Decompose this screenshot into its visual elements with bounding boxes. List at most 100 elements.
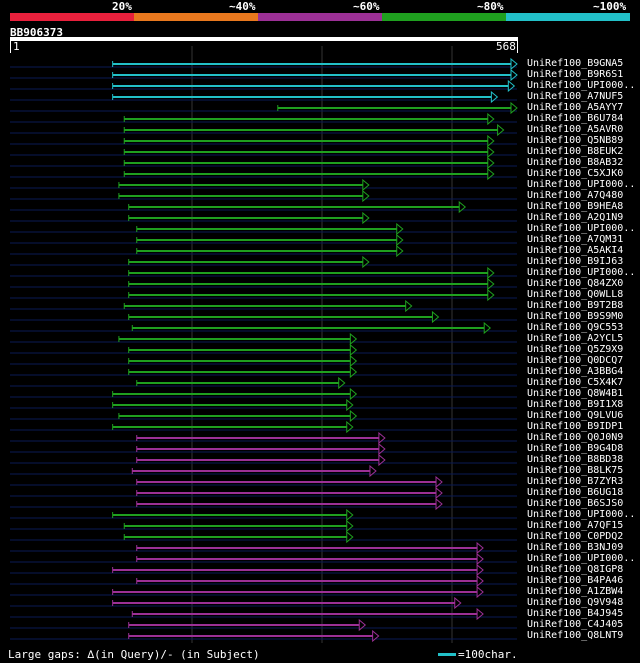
hit-arrow-icon — [346, 519, 354, 533]
hit-arrow-icon — [487, 277, 495, 291]
hit-arrow-icon — [497, 123, 505, 137]
hit-label[interactable]: UniRef100_UPI000.. — [527, 553, 636, 564]
hit-label[interactable]: UniRef100_UPI000.. — [527, 223, 636, 234]
hit-label[interactable]: UniRef100_C4J405 — [527, 619, 624, 630]
hit-arrow-icon — [349, 343, 358, 357]
hit-arrow-icon — [396, 233, 404, 247]
hit-label[interactable]: UniRef100_A5AVR0 — [527, 124, 624, 135]
hit-label[interactable]: UniRef100_Q0WLL8 — [527, 289, 624, 300]
hit-label[interactable]: UniRef100_B8AB32 — [527, 157, 624, 168]
hit-label[interactable]: UniRef100_Q8LNT9 — [527, 630, 624, 641]
hit-label[interactable]: UniRef100_B9IJ63 — [527, 256, 624, 267]
hit-label[interactable]: UniRef100_Q0DCQ7 — [527, 355, 624, 366]
hit-arrow-icon — [349, 365, 358, 379]
legend-segment-40 — [134, 13, 258, 21]
legend-label-40: ~40% — [229, 0, 256, 13]
hit-arrow-icon — [487, 112, 495, 126]
hit-label[interactable]: UniRef100_B9R6S1 — [527, 69, 624, 80]
hit-arrow-icon — [362, 211, 370, 225]
hit-arrow-icon — [362, 178, 370, 192]
hit-label[interactable]: UniRef100_B9HEA8 — [527, 201, 624, 212]
hit-arrow-icon — [362, 255, 370, 269]
hit-label[interactable]: UniRef100_B9GNA5 — [527, 58, 624, 69]
hit-arrow-icon — [476, 607, 484, 621]
scale-bar — [438, 653, 456, 656]
legend-segment-20 — [10, 13, 134, 21]
hit-label[interactable]: UniRef100_A5AYY7 — [527, 102, 624, 113]
hit-label[interactable]: UniRef100_B4PA46 — [527, 575, 624, 586]
hit-label[interactable]: UniRef100_C0PDQ2 — [527, 531, 624, 542]
hit-arrow-icon — [346, 398, 354, 412]
hit-label[interactable]: UniRef100_UPI000.. — [527, 80, 636, 91]
hit-label[interactable]: UniRef100_Q9V948 — [527, 597, 624, 608]
hit-label[interactable]: UniRef100_Q8W4B1 — [527, 388, 624, 399]
hit-label[interactable]: UniRef100_B8EUK2 — [527, 146, 624, 157]
hit-arrow-icon — [435, 486, 443, 500]
hit-label[interactable]: UniRef100_B6U784 — [527, 113, 624, 124]
hit-label[interactable]: UniRef100_UPI000.. — [527, 179, 636, 190]
hit-label[interactable]: UniRef100_UPI000.. — [527, 509, 636, 520]
hit-label[interactable]: UniRef100_Q84ZX0 — [527, 278, 624, 289]
hit-label[interactable]: UniRef100_C5X4K7 — [527, 377, 624, 388]
legend-segment-80 — [382, 13, 506, 21]
hit-arrow-icon — [349, 409, 358, 423]
legend-segment-60 — [258, 13, 382, 21]
hit-arrow-icon — [362, 189, 370, 203]
hit-label[interactable]: UniRef100_B9I1X8 — [527, 399, 624, 410]
hit-arrow-icon — [490, 90, 499, 104]
hit-label[interactable]: UniRef100_C5XJK0 — [527, 168, 624, 179]
hit-arrow-icon — [346, 530, 354, 544]
identity-legend-bar — [10, 13, 630, 21]
hit-label[interactable]: UniRef100_A2YCL5 — [527, 333, 624, 344]
hit-arrow-icon — [476, 541, 484, 555]
hit-label[interactable]: UniRef100_Q5NB89 — [527, 135, 624, 146]
hit-arrow-icon — [487, 156, 495, 170]
hit-label[interactable]: UniRef100_A7NUF5 — [527, 91, 624, 102]
hit-arrow-icon — [372, 629, 380, 643]
hit-label[interactable]: UniRef100_Q9C553 — [527, 322, 624, 333]
hit-arrow-icon — [476, 585, 484, 599]
hit-label[interactable]: UniRef100_B8LK75 — [527, 465, 624, 476]
hit-label[interactable]: UniRef100_A1ZBW4 — [527, 586, 624, 597]
hit-arrow-icon — [349, 332, 358, 346]
hit-arrow-icon — [349, 387, 358, 401]
hit-label[interactable]: UniRef100_Q0J0N9 — [527, 432, 624, 443]
hit-label[interactable]: UniRef100_A7QF15 — [527, 520, 624, 531]
hit-arrow-icon — [510, 68, 518, 82]
hit-label[interactable]: UniRef100_A7Q480 — [527, 190, 624, 201]
hit-arrow-icon — [487, 288, 495, 302]
ruler-start-label: 1 — [13, 40, 20, 53]
hit-label[interactable]: UniRef100_Q8IGP8 — [527, 564, 624, 575]
hit-arrow-icon — [510, 57, 518, 71]
hit-label[interactable]: UniRef100_A3BBG4 — [527, 366, 624, 377]
hit-label[interactable]: UniRef100_B9T2B8 — [527, 300, 624, 311]
hit-arrow-icon — [487, 134, 495, 148]
ruler-start-tick — [10, 41, 11, 53]
hit-arrow-icon — [435, 497, 443, 511]
hit-label[interactable]: UniRef100_Q9LVU6 — [527, 410, 624, 421]
hit-arrow-icon — [431, 310, 440, 324]
hit-label[interactable]: UniRef100_B3NJ09 — [527, 542, 624, 553]
hit-arrow-icon — [369, 464, 377, 478]
hit-label[interactable]: UniRef100_B9S9M0 — [527, 311, 624, 322]
hit-label[interactable]: UniRef100_A2Q1N9 — [527, 212, 624, 223]
legend-label-100: ~100% — [593, 0, 627, 13]
hit-arrow-icon — [510, 101, 518, 115]
hit-label[interactable]: UniRef100_A5AKI4 — [527, 245, 624, 256]
hit-arrow-icon — [458, 200, 467, 214]
hit-arrow-icon — [349, 354, 358, 368]
hit-label[interactable]: UniRef100_B8BD38 — [527, 454, 624, 465]
hit-label[interactable]: UniRef100_B6SJS0 — [527, 498, 624, 509]
hit-label[interactable]: UniRef100_B6UG18 — [527, 487, 624, 498]
hit-label[interactable]: UniRef100_B9IDP1 — [527, 421, 624, 432]
hit-arrow-icon — [405, 299, 413, 313]
legend-segment-100 — [506, 13, 630, 21]
hit-label[interactable]: UniRef100_A7QM31 — [527, 234, 624, 245]
hit-label[interactable]: UniRef100_B4J945 — [527, 608, 624, 619]
hit-label[interactable]: UniRef100_Q5Z9X9 — [527, 344, 624, 355]
hit-label[interactable]: UniRef100_B7ZYR3 — [527, 476, 624, 487]
hit-arrow-icon — [378, 442, 386, 456]
hit-label[interactable]: UniRef100_UPI000.. — [527, 267, 636, 278]
hit-label[interactable]: UniRef100_B9G4D8 — [527, 443, 624, 454]
